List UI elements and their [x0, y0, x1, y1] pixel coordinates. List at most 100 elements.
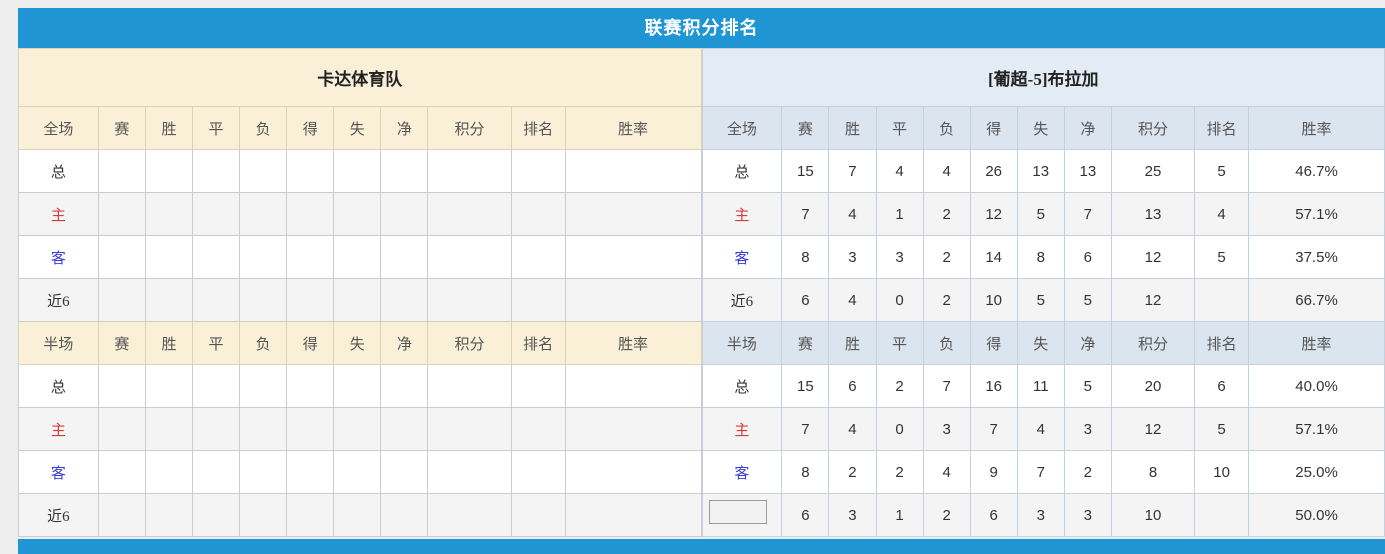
stat-cell: 8 — [782, 451, 829, 494]
stat-cell: 7 — [829, 150, 876, 193]
stat-cell — [193, 236, 240, 279]
col-header: 赛 — [782, 322, 829, 365]
stat-cell — [287, 279, 334, 322]
stat-cell: 4 — [876, 150, 923, 193]
stat-cell: 3 — [876, 236, 923, 279]
stat-cell: 7 — [1064, 193, 1111, 236]
stat-cell — [428, 365, 511, 408]
col-header: 负 — [923, 107, 970, 150]
col-header: 赛 — [782, 107, 829, 150]
stat-cell: 6 — [782, 494, 829, 537]
left-half-header-row: 半场赛胜平负得失净积分排名胜率 — [19, 322, 702, 365]
stat-cell — [381, 193, 428, 236]
col-header: 排名 — [511, 107, 565, 150]
stat-cell — [334, 279, 381, 322]
stat-cell — [565, 279, 701, 322]
stat-cell: 4 — [829, 279, 876, 322]
stat-cell: 9 — [970, 451, 1017, 494]
stat-cell: 46.7% — [1249, 150, 1385, 193]
stat-cell: 5 — [1064, 279, 1111, 322]
stat-cell — [145, 494, 192, 537]
stat-cell: 26 — [970, 150, 1017, 193]
stat-cell: 20 — [1111, 365, 1194, 408]
stat-cell — [381, 451, 428, 494]
stat-cell: 10 — [1195, 451, 1249, 494]
stat-cell: 5 — [1195, 236, 1249, 279]
col-header: 排名 — [1195, 322, 1249, 365]
stat-cell — [240, 365, 287, 408]
col-header: 得 — [287, 107, 334, 150]
stat-cell: 12 — [970, 193, 1017, 236]
col-header: 平 — [193, 107, 240, 150]
col-header: 负 — [240, 107, 287, 150]
row-label-home: 主 — [19, 408, 99, 451]
stat-cell — [98, 279, 145, 322]
stat-cell — [381, 494, 428, 537]
stat-cell: 66.7% — [1249, 279, 1385, 322]
col-header: 积分 — [1111, 322, 1194, 365]
row-label-total: 总 — [19, 365, 99, 408]
col-header: 平 — [876, 107, 923, 150]
stat-cell: 12 — [1111, 408, 1194, 451]
stat-cell: 2 — [923, 494, 970, 537]
stat-cell: 13 — [1017, 150, 1064, 193]
row-label-home: 主 — [702, 408, 782, 451]
col-header: 胜率 — [565, 107, 701, 150]
stat-cell — [145, 236, 192, 279]
bottom-bar — [18, 539, 1385, 554]
left-full-row-total: 总 — [19, 150, 702, 193]
col-header: 得 — [287, 322, 334, 365]
stat-cell: 7 — [782, 408, 829, 451]
stat-cell: 2 — [876, 451, 923, 494]
stat-cell — [381, 408, 428, 451]
stat-cell — [565, 150, 701, 193]
stat-cell: 6 — [782, 279, 829, 322]
stat-cell — [98, 365, 145, 408]
stat-cell: 2 — [923, 236, 970, 279]
stat-cell: 11 — [1017, 365, 1064, 408]
col-header: 胜 — [829, 322, 876, 365]
stat-cell — [287, 408, 334, 451]
stat-cell — [428, 150, 511, 193]
stat-cell — [193, 150, 240, 193]
col-header: 净 — [381, 107, 428, 150]
stat-cell — [565, 451, 701, 494]
stat-cell: 10 — [970, 279, 1017, 322]
stat-cell: 2 — [876, 365, 923, 408]
col-header: 得 — [970, 107, 1017, 150]
stat-cell: 10 — [1111, 494, 1194, 537]
stat-cell: 4 — [923, 451, 970, 494]
row-label-home: 主 — [702, 193, 782, 236]
stat-cell — [511, 451, 565, 494]
stat-cell — [381, 365, 428, 408]
col-header: 积分 — [428, 107, 511, 150]
stat-cell — [511, 408, 565, 451]
stat-cell — [145, 279, 192, 322]
stat-cell: 15 — [782, 150, 829, 193]
stat-cell — [193, 279, 240, 322]
col-header: 负 — [240, 322, 287, 365]
col-header: 胜 — [145, 322, 192, 365]
stat-cell — [240, 408, 287, 451]
stat-cell — [428, 451, 511, 494]
stat-cell: 4 — [923, 150, 970, 193]
stat-cell: 7 — [1017, 451, 1064, 494]
stat-cell — [145, 150, 192, 193]
stat-cell — [511, 365, 565, 408]
stat-cell: 2 — [829, 451, 876, 494]
stat-cell — [511, 494, 565, 537]
right-half-row-recent6: 近663126331050.0% — [702, 494, 1385, 537]
stat-cell — [193, 365, 240, 408]
stat-cell: 50.0% — [1249, 494, 1385, 537]
stat-cell — [334, 193, 381, 236]
stat-cell — [98, 494, 145, 537]
stat-cell — [287, 365, 334, 408]
stat-cell: 4 — [1017, 408, 1064, 451]
col-header: 赛 — [98, 107, 145, 150]
stat-cell: 15 — [782, 365, 829, 408]
